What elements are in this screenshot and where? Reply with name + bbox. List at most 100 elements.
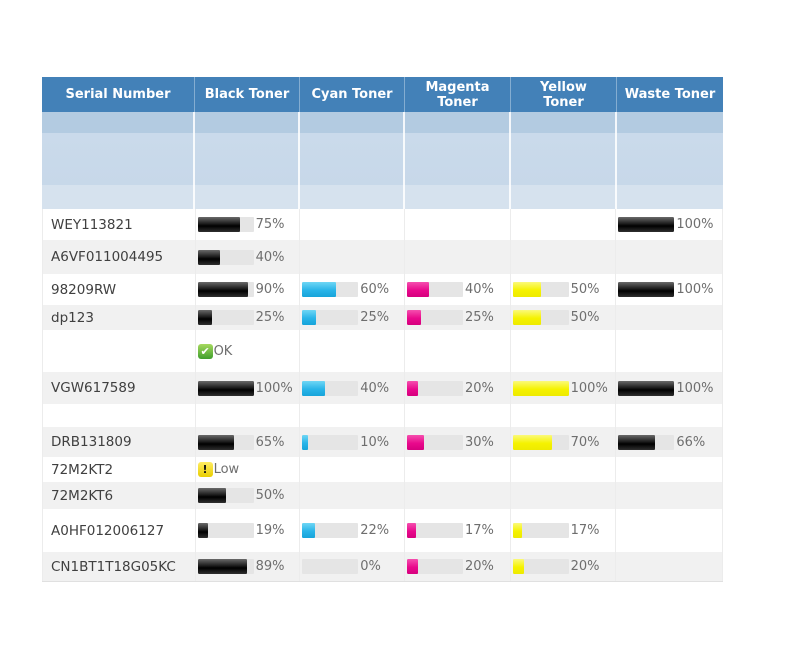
device-row[interactable]: A6VF011004495 40% — [43, 240, 722, 274]
toner-bar-fill — [302, 380, 325, 396]
serial-number-cell[interactable]: WEY113821 — [43, 209, 196, 240]
serial-number-cell[interactable]: dp123 — [43, 305, 196, 330]
header-cell-magenta-toner[interactable]: Magenta Toner — [405, 77, 511, 112]
toner-bar-fill — [302, 282, 336, 297]
header-label: Black Toner — [204, 87, 290, 102]
toner-bar-track — [197, 380, 254, 396]
magenta-toner-cell: 40% — [405, 274, 511, 305]
magenta-toner-cell: 30% — [405, 427, 511, 457]
waste-toner-cell — [616, 457, 722, 482]
toner-percent-label: 0% — [360, 559, 381, 574]
toner-percent-label: 19% — [255, 523, 285, 538]
toner-bar-fill — [512, 282, 541, 297]
filter-band-cell — [42, 112, 195, 133]
header-cell-serial-number[interactable]: Serial Number — [42, 77, 195, 112]
device-row[interactable]: A0HF012006127 19% 22% 17% 17% — [43, 509, 722, 552]
cyan-toner-gauge: 40% — [300, 380, 390, 396]
filter-band-3 — [42, 185, 723, 209]
magenta-toner-gauge: 40% — [405, 282, 494, 297]
waste-toner-gauge: 100% — [616, 217, 713, 232]
black-toner-cell: 40% — [196, 240, 301, 274]
filter-band-cell — [300, 133, 405, 185]
yellow-toner-cell: 50% — [511, 274, 617, 305]
toner-bar-track — [512, 282, 569, 297]
device-row[interactable]: CN1BT1T18G05KC 89% 0% 20% 20% — [43, 552, 722, 581]
toner-percent-label: 40% — [360, 380, 390, 396]
toner-bar-fill — [512, 434, 552, 450]
serial-number-cell[interactable]: 72M2KT6 — [43, 482, 196, 509]
toner-bar-fill — [197, 249, 220, 265]
filter-band-2 — [42, 133, 723, 185]
toner-bar-fill — [618, 217, 675, 232]
magenta-toner-gauge: 20% — [405, 559, 494, 574]
filter-band-cell — [511, 112, 617, 133]
toner-status-label: OK — [213, 343, 233, 359]
magenta-toner-cell: 17% — [405, 509, 511, 552]
table-body: WEY113821 75% 100% A6VF011004495 40% 98209RW 9… — [42, 209, 723, 581]
serial-number-cell[interactable]: A6VF011004495 — [43, 240, 196, 274]
black-toner-cell: 89% — [196, 552, 301, 581]
toner-percent-label: 10% — [360, 434, 390, 450]
waste-toner-cell — [616, 330, 722, 372]
header-cell-cyan-toner[interactable]: Cyan Toner — [300, 77, 405, 112]
black-toner-gauge: 25% — [196, 310, 284, 325]
yellow-toner-cell — [511, 482, 617, 509]
filter-band-cell — [195, 185, 300, 209]
magenta-toner-gauge: 25% — [405, 310, 494, 325]
serial-number-cell[interactable] — [43, 330, 196, 372]
device-row[interactable]: ✔ OK — [43, 330, 722, 372]
magenta-toner-cell — [405, 457, 511, 482]
black-toner-cell: 50% — [196, 482, 301, 509]
header-cell-yellow-toner[interactable]: Yellow Toner — [511, 77, 617, 112]
device-row[interactable]: WEY113821 75% 100% — [43, 209, 722, 240]
toner-percent-label: 17% — [464, 523, 494, 538]
toner-bar-fill — [512, 380, 569, 396]
waste-toner-gauge: 100% — [616, 282, 713, 297]
toner-bar-fill — [406, 310, 421, 325]
toner-status: ! Low — [196, 462, 239, 477]
yellow-toner-gauge: 70% — [511, 434, 600, 450]
toner-bar-fill — [197, 434, 234, 450]
device-row[interactable]: 72M2KT2! Low — [43, 457, 722, 482]
magenta-toner-gauge: 20% — [405, 380, 494, 396]
header-cell-waste-toner[interactable]: Waste Toner — [617, 77, 723, 112]
magenta-toner-cell — [405, 209, 511, 240]
serial-number-cell[interactable]: CN1BT1T18G05KC — [43, 552, 196, 581]
serial-number-cell[interactable] — [43, 404, 196, 427]
filter-band-cell — [300, 185, 405, 209]
device-row[interactable]: VGW617589 100% 40% 20% 100% 100% — [43, 372, 722, 404]
toner-percent-label: 40% — [464, 282, 494, 297]
waste-toner-cell: 100% — [616, 209, 722, 240]
toner-percent-label: 70% — [570, 434, 600, 450]
serial-number-cell[interactable]: VGW617589 — [43, 372, 196, 404]
toner-bar-track — [197, 249, 254, 265]
black-toner-gauge: 65% — [196, 434, 284, 450]
serial-number-cell[interactable]: A0HF012006127 — [43, 509, 196, 552]
toner-bar-fill — [406, 282, 430, 297]
device-row[interactable]: DRB131809 65% 10% 30% 70% 66% — [43, 427, 722, 457]
toner-status: ✔ OK — [196, 343, 233, 359]
serial-number-cell[interactable]: 98209RW — [43, 274, 196, 305]
toner-bar-track — [618, 380, 675, 396]
toner-bar-track — [512, 434, 569, 450]
yellow-toner-cell — [511, 240, 617, 274]
toner-percent-label: 17% — [570, 523, 600, 538]
device-row[interactable]: 72M2KT6 50% — [43, 482, 722, 509]
waste-toner-gauge: 100% — [616, 380, 713, 396]
toner-percent-label: 50% — [570, 282, 600, 297]
toner-bar-track — [197, 434, 254, 450]
yellow-toner-gauge: 20% — [511, 559, 600, 574]
toner-bar-track — [406, 310, 463, 325]
toner-bar-fill — [406, 434, 424, 450]
device-row[interactable]: dp123 25% 25% 25% 50% — [43, 305, 722, 330]
waste-toner-cell — [616, 509, 722, 552]
toner-percent-label: 40% — [255, 249, 285, 265]
header-cell-black-toner[interactable]: Black Toner — [195, 77, 300, 112]
serial-number-cell[interactable]: DRB131809 — [43, 427, 196, 457]
serial-number-cell[interactable]: 72M2KT2 — [43, 457, 196, 482]
black-toner-gauge: 40% — [196, 249, 285, 265]
device-row[interactable] — [43, 404, 722, 427]
cyan-toner-gauge: 0% — [300, 559, 381, 574]
cyan-toner-cell: 10% — [300, 427, 405, 457]
device-row[interactable]: 98209RW 90% 60% 40% 50% 100% — [43, 274, 722, 305]
